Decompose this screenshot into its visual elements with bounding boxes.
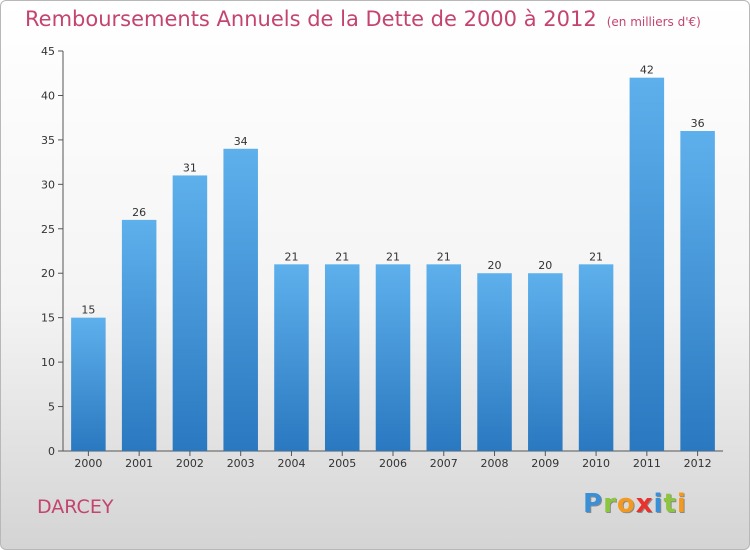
- bar: [121, 219, 157, 451]
- x-tick-label: 2001: [125, 457, 153, 470]
- town-name: DARCEY: [37, 496, 114, 518]
- bar: [172, 175, 208, 451]
- data-label: 20: [488, 259, 502, 272]
- data-label: 36: [691, 117, 705, 130]
- y-tick-label: 40: [41, 89, 55, 102]
- y-tick-label: 0: [48, 445, 55, 458]
- data-label: 20: [538, 259, 552, 272]
- data-label: 21: [437, 250, 451, 263]
- y-tick-label: 35: [41, 134, 55, 147]
- x-tick-label: 2003: [227, 457, 255, 470]
- proxiti-logo: Proxiti: [583, 489, 687, 519]
- data-label: 21: [589, 250, 603, 263]
- bar: [426, 264, 462, 451]
- data-label: 21: [335, 250, 349, 263]
- x-tick-label: 2000: [74, 457, 102, 470]
- data-label: 26: [132, 206, 146, 219]
- y-tick-label: 5: [48, 401, 55, 414]
- bar: [629, 77, 665, 452]
- x-tick-label: 2011: [633, 457, 661, 470]
- x-tick-label: 2012: [684, 457, 712, 470]
- chart-title-block: Remboursements Annuels de la Dette de 20…: [25, 7, 701, 31]
- logo-letter: P: [583, 489, 604, 519]
- x-tick-label: 2006: [379, 457, 407, 470]
- y-tick-label: 15: [41, 312, 55, 325]
- chart-title: Remboursements Annuels de la Dette de 20…: [25, 7, 597, 31]
- bar: [324, 264, 360, 451]
- x-tick-label: 2009: [531, 457, 559, 470]
- x-tick-label: 2008: [481, 457, 509, 470]
- bar: [680, 131, 715, 451]
- bar: [223, 148, 258, 451]
- x-tick-label: 2004: [277, 457, 305, 470]
- x-tick-label: 2007: [430, 457, 458, 470]
- chart-axes: 0 5 10 15 20 25 30 35 40 45 2000 2001 2002 2003 2004 20…: [41, 45, 723, 470]
- bar: [71, 317, 106, 451]
- x-tick-label: 2010: [582, 457, 610, 470]
- x-tick-label: 2005: [328, 457, 356, 470]
- bar: [375, 264, 411, 451]
- data-label: 42: [640, 64, 654, 77]
- y-tick-label: 25: [41, 223, 55, 236]
- logo-letter: i: [653, 489, 664, 519]
- bar: [274, 264, 309, 451]
- chart-bars: [71, 77, 715, 452]
- y-tick-label: 20: [41, 267, 55, 280]
- data-label: 15: [81, 304, 95, 317]
- bar: [528, 273, 563, 451]
- y-tick-label: 30: [41, 178, 55, 191]
- y-tick-label: 10: [41, 356, 55, 369]
- logo-letter: r: [603, 489, 617, 519]
- bar: [477, 273, 512, 451]
- logo-letter: x: [635, 489, 654, 519]
- data-label: 21: [386, 250, 400, 263]
- data-label: 21: [284, 250, 298, 263]
- logo-letter: i: [676, 489, 687, 519]
- logo-letter: o: [616, 489, 636, 519]
- chart-labels: 15 26 31 34 21 21 21 21 20 20 21 42 36: [81, 64, 704, 317]
- data-label: 31: [183, 161, 197, 174]
- bar: [578, 264, 614, 451]
- chart-subtitle: (en milliers d'€): [606, 15, 701, 29]
- logo-letter: t: [663, 489, 677, 519]
- x-tick-label: 2002: [176, 457, 204, 470]
- y-tick-label: 45: [41, 45, 55, 58]
- data-label: 34: [234, 135, 248, 148]
